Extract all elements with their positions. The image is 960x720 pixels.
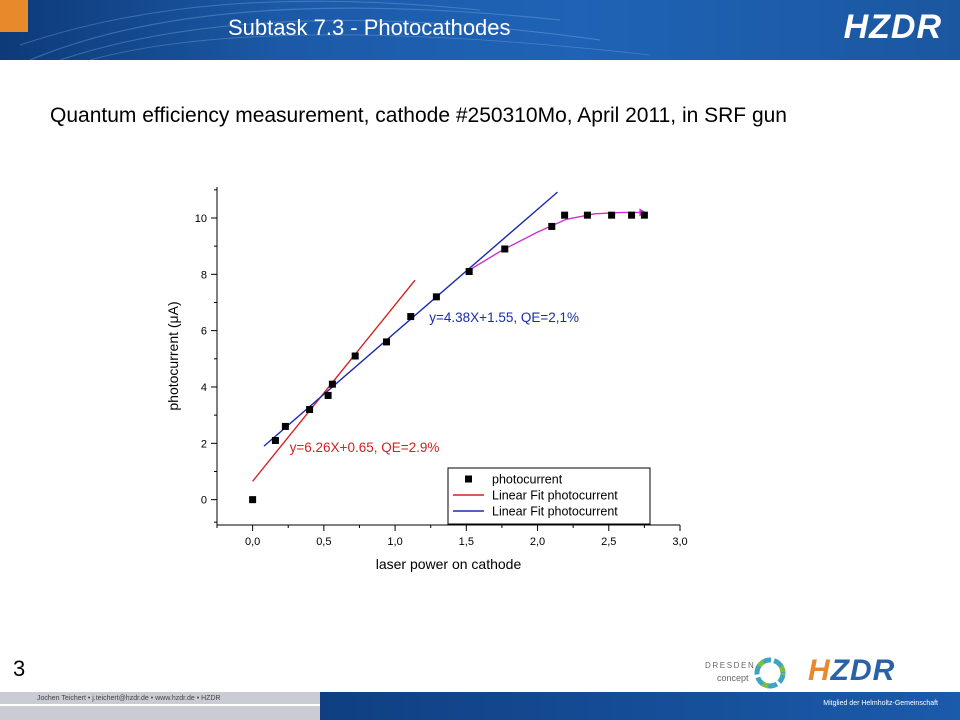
chart-series — [249, 191, 648, 504]
y-tick-label: 8 — [201, 269, 207, 281]
slide-subtitle: Quantum efficiency measurement, cathode … — [50, 104, 787, 127]
data-point — [249, 496, 257, 504]
data-point — [306, 406, 314, 414]
legend-box — [447, 467, 651, 525]
footer-gray-band-lower — [0, 706, 320, 720]
dresden-label: DRESDEN — [705, 661, 756, 670]
footer-hzdr-logo: HZDR — [808, 656, 895, 686]
footer-member-text: Mitglied der Helmholtz-Gemeinschaft — [823, 700, 938, 707]
data-point — [383, 338, 391, 346]
y-tick-label: 0 — [201, 495, 207, 507]
chart-legend: photocurrent Linear Fit photocurrent Linea… — [447, 467, 651, 525]
legend-label: Linear Fit photocurrent — [492, 489, 618, 503]
legend-marker — [465, 475, 472, 483]
hzdr-logo: HZDR — [843, 8, 942, 46]
concept-label: concept — [717, 673, 749, 683]
data-point — [608, 211, 616, 219]
logo-h-letter: H — [808, 654, 831, 687]
data-point — [465, 268, 473, 275]
footer-gray-band — [0, 692, 320, 704]
y-tick-label: 6 — [201, 326, 207, 338]
y-tick-label: 2 — [201, 438, 207, 450]
fit-annotation: y=6.26X+0.65, QE=2.9% — [290, 440, 440, 455]
x-tick-label: 2,5 — [601, 536, 616, 548]
data-point — [583, 211, 591, 219]
legend-label: Linear Fit photocurrent — [492, 505, 618, 519]
legend-label: photocurrent — [492, 473, 563, 487]
series-line-3 — [468, 211, 645, 271]
logo-rest-letters: ZDR — [830, 654, 896, 687]
x-tick-label: 3,0 — [672, 536, 687, 548]
chart-annotations: y=4.38X+1.55, QE=2,1% y=6.26X+0.65, QE=2.… — [290, 310, 579, 455]
data-point — [501, 245, 509, 253]
footer-blue-band — [320, 692, 960, 720]
orange-corner-block — [0, 0, 28, 32]
data-point — [271, 437, 279, 444]
chart-axes: 0,0 0,5 1,0 1,5 2,0 2,5 3,0 0 2 4 6 8 10 laser power … — [165, 187, 688, 572]
x-tick-label: 1,0 — [387, 536, 402, 548]
dresden-concept-logo: DRESDEN concept — [705, 652, 789, 696]
x-tick-label: 2,0 — [530, 536, 545, 548]
y-tick-label: 4 — [201, 382, 207, 394]
y-tick-label: 10 — [195, 213, 207, 225]
data-point — [548, 222, 556, 230]
y-axis-label: photocurrent (μA) — [165, 301, 181, 410]
data-point — [351, 352, 359, 360]
page-number: 3 — [13, 656, 26, 681]
footer-author-line: Jochen Teichert • j.teichert@hzdr.de • w… — [37, 695, 221, 702]
data-point — [328, 380, 336, 388]
data-point — [324, 391, 332, 399]
header-bar: Subtask 7.3 - Photocathodes HZDR — [0, 0, 960, 60]
qe-chart: 0,0 0,5 1,0 1,5 2,0 2,5 3,0 0 2 4 6 8 10 laser power … — [165, 187, 688, 572]
data-point — [407, 313, 415, 321]
header-light-streaks — [19, 0, 651, 60]
data-point — [640, 211, 648, 219]
data-point — [432, 293, 440, 301]
data-point — [281, 422, 289, 430]
fit-annotation: y=4.38X+1.55, QE=2,1% — [429, 310, 579, 325]
x-axis-label: laser power on cathode — [376, 556, 522, 572]
x-tick-label: 0,5 — [316, 536, 331, 548]
dresden-ring-icon — [754, 657, 786, 689]
slide-header-title: Subtask 7.3 - Photocathodes — [228, 15, 511, 40]
x-tick-label: 1,5 — [459, 536, 474, 548]
data-point — [561, 211, 569, 219]
data-point — [628, 211, 636, 219]
x-tick-label: 0,0 — [245, 536, 260, 548]
